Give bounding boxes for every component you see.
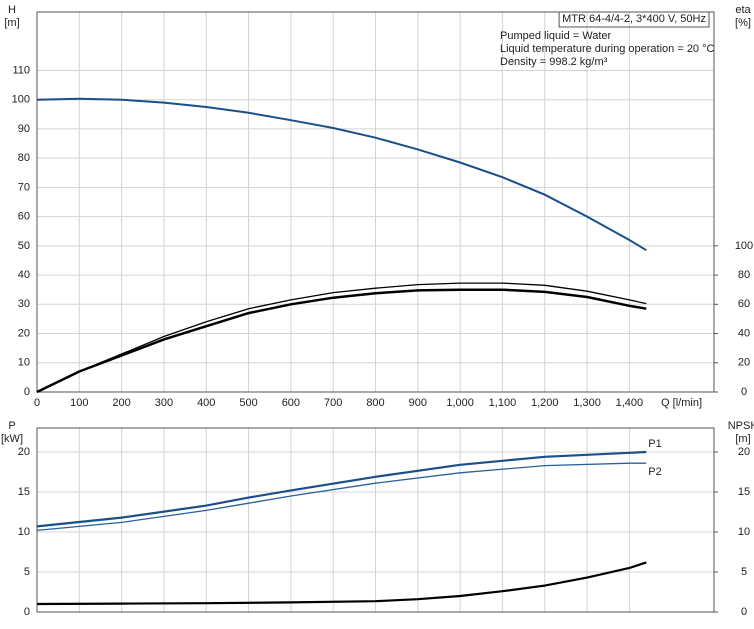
- y2-axis-label: NPSH: [728, 420, 754, 432]
- x-axis-label: Q [l/min]: [661, 397, 702, 409]
- x-tick-label: 1,200: [531, 397, 559, 409]
- y-tick-label: 90: [18, 123, 30, 135]
- y-tick-label: 60: [18, 211, 30, 223]
- y-tick-label: 110: [12, 64, 30, 76]
- x-tick-label: 1,100: [489, 397, 517, 409]
- y-tick-label: 80: [18, 152, 30, 164]
- annotation: Liquid temperature during operation = 20…: [500, 43, 715, 55]
- x-tick-label: 800: [366, 397, 384, 409]
- y-tick-label: 15: [18, 486, 30, 498]
- y2-axis-label: eta: [735, 4, 751, 16]
- x-tick-label: 500: [239, 397, 257, 409]
- y2-tick-label: 60: [738, 298, 750, 310]
- x-tick-label: 300: [155, 397, 173, 409]
- x-tick-label: 1,400: [616, 397, 644, 409]
- y-tick-label: 5: [24, 566, 30, 578]
- annotation: Density = 998.2 kg/m³: [500, 56, 608, 68]
- y2-tick-label: 15: [738, 486, 750, 498]
- x-tick-label: 200: [112, 397, 130, 409]
- y-tick-label: 40: [18, 269, 30, 281]
- x-tick-label: 1,300: [573, 397, 601, 409]
- y2-tick-label: 100: [735, 240, 753, 252]
- x-tick-label: 0: [34, 397, 40, 409]
- x-tick-label: 700: [324, 397, 342, 409]
- y2-tick-label: 40: [738, 327, 750, 339]
- y2-axis-unit: [%]: [735, 17, 751, 29]
- curve: [36, 97, 647, 252]
- y2-tick-label: 20: [738, 357, 750, 369]
- y2-axis-unit: [m]: [735, 433, 750, 445]
- curve: [36, 288, 647, 394]
- y-tick-label: 20: [18, 446, 30, 458]
- annotation: Pumped liquid = Water: [500, 30, 612, 42]
- y-tick-label: 30: [18, 298, 30, 310]
- series-label: P1: [648, 438, 661, 450]
- x-tick-label: 1,000: [446, 397, 474, 409]
- y-tick-label: 0: [24, 606, 30, 618]
- y-axis-label: H: [8, 4, 16, 16]
- curve: [36, 462, 647, 532]
- plot-frame: [36, 11, 715, 393]
- y2-tick-label: 5: [741, 566, 747, 578]
- y-tick-label: 50: [18, 240, 30, 252]
- x-tick-label: 100: [70, 397, 88, 409]
- x-tick-label: 900: [409, 397, 427, 409]
- curve: [36, 282, 647, 393]
- y-tick-label: 20: [18, 327, 30, 339]
- y-tick-label: 10: [18, 357, 30, 369]
- title-box: [558, 11, 710, 28]
- x-tick-label: 400: [197, 397, 215, 409]
- y-axis-label: P: [8, 420, 15, 432]
- y2-tick-label: 20: [738, 446, 750, 458]
- y-tick-label: 0: [24, 386, 30, 398]
- series-label: P2: [648, 466, 661, 478]
- y-tick-label: 10: [18, 526, 30, 538]
- y2-tick-label: 0: [741, 606, 747, 618]
- curve: [36, 561, 647, 606]
- y-axis-unit: [m]: [4, 17, 19, 29]
- y-tick-label: 100: [12, 94, 30, 106]
- chart-title: MTR 64-4/4-2, 3*400 V, 50Hz: [562, 13, 706, 25]
- y-tick-label: 70: [18, 181, 30, 193]
- y2-tick-label: 80: [738, 269, 750, 281]
- y2-tick-label: 10: [738, 526, 750, 538]
- curve: [36, 450, 647, 528]
- x-tick-label: 600: [282, 397, 300, 409]
- plot-frame: [36, 427, 715, 613]
- y2-tick-label: 0: [741, 386, 747, 398]
- y-axis-unit: [kW]: [1, 433, 23, 445]
